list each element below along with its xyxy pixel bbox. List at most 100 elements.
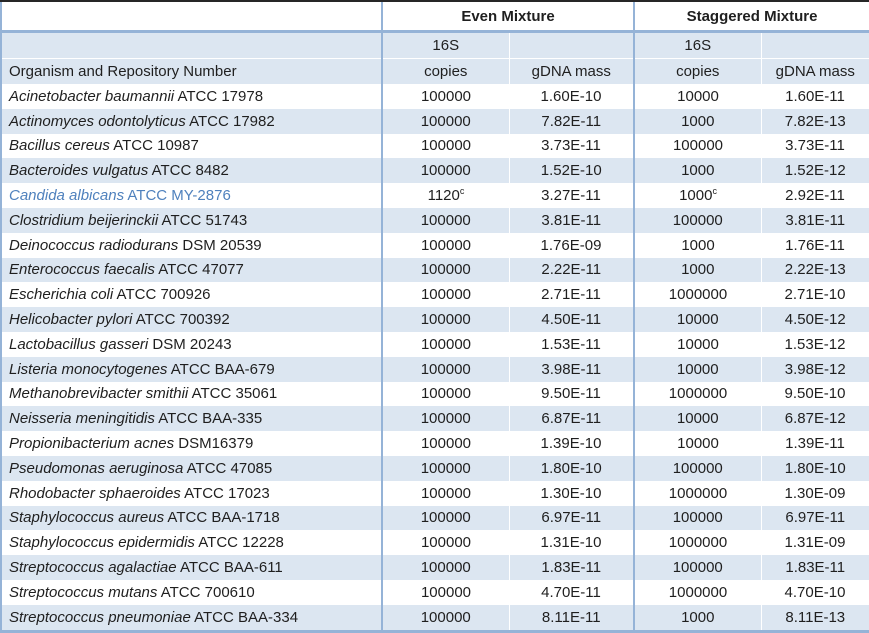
organism-cell: Actinomyces odontolyticus ATCC 17982 [1, 108, 383, 134]
staggered-gdna-mass-value: 4.70E-10 [784, 583, 846, 601]
even-16s-copies-value: 1120c [381, 183, 509, 208]
organism-cell: Candida albicans ATCC MY-2876 [1, 183, 382, 208]
organism-cell: Enterococcus faecalis ATCC 47077 [1, 257, 383, 283]
even-gdna-mass-value: 3.81E-11 [509, 207, 635, 233]
even-gdna-mass-value: 9.50E-11 [541, 385, 601, 403]
even-gdna-mass-value: 1.39E-10 [540, 435, 602, 453]
copies-number: 1000 [681, 162, 715, 180]
staggered-gdna-mass-value: 1.60E-11 [785, 87, 845, 105]
even-16s-copies-value: 100000 [381, 555, 510, 580]
even-gdna-mass-value: 7.82E-11 [509, 108, 635, 134]
repository-number: ATCC BAA-679 [167, 360, 275, 378]
copies-number: 1000000 [668, 484, 728, 502]
table-row: Acinetobacter baumannii ATCC 17978 10000… [1, 84, 869, 109]
even-16s-copies-value: 100000 [381, 530, 509, 556]
copies-number: 1000 [681, 112, 715, 130]
repository-number: ATCC BAA-335 [154, 410, 263, 428]
copies-number: 100000 [420, 484, 472, 502]
even-gdna-mass-value: 1.31E-10 [540, 534, 602, 552]
staggered-16s-copies-value: 10000 [633, 406, 762, 432]
staggered-gdna-mass-value: 9.50E-10 [784, 385, 846, 403]
copies-number: 1000 [681, 261, 715, 279]
staggered-16s-copies-value: 10000 [633, 356, 762, 382]
repository-number: ATCC 17982 [185, 112, 275, 130]
table-row: Helicobacter pylori ATCC 700392 100000 4… [1, 307, 869, 332]
repository-number: ATCC 17978 [174, 87, 264, 105]
repository-number: ATCC 700926 [113, 286, 211, 304]
even-mixture-group-header: Even Mixture [381, 0, 634, 33]
repository-number: ATCC 700610 [157, 583, 255, 601]
organism-name: Staphylococcus aureus [9, 509, 165, 527]
table-row: Lactobacillus gasseri DSM 20243 100000 1… [1, 331, 869, 357]
copies-number: 10000 [676, 410, 719, 428]
even-gdna-mass-value: 1.53E-11 [541, 335, 601, 353]
staggered-gdna-mass-label: gDNA mass [761, 58, 869, 84]
even-gdna-mass-value: 3.73E-11 [541, 137, 601, 155]
even-16s-copies-value: 100000 [381, 84, 509, 109]
staggered-mixture-group-header: Staggered Mixture [633, 0, 869, 33]
copies-number: 100000 [420, 211, 471, 229]
organism-name: Propionibacterium acnes [9, 435, 175, 453]
copies-number: 1000000 [668, 385, 728, 403]
copies-number: 100000 [420, 162, 471, 180]
copies-number: 1000 [679, 187, 713, 205]
organism-name: Neisseria meningitidis [9, 410, 155, 428]
organism-cell: Streptococcus pneumoniae ATCC BAA-334 [1, 604, 383, 632]
staggered-16s-copies-value: 1000000 [633, 530, 761, 556]
staggered-16s-copies-value: 1000c [633, 183, 761, 208]
staggered-gdna-mass-value: 2.22E-13 [761, 257, 869, 283]
table-row: Rhodobacter sphaeroides ATCC 17023 10000… [1, 480, 869, 506]
staggered-16s-copies-value: 100000 [633, 207, 762, 233]
repository-number: ATCC 35061 [188, 385, 278, 403]
copies-number: 100000 [420, 311, 471, 329]
even-gdna-mass-value: 1.30E-10 [540, 484, 602, 502]
even-gdna-mass-value: 1.52E-10 [509, 158, 635, 184]
organism-name: Bacteroides vulgatus [9, 162, 149, 180]
repository-number: ATCC 47077 [154, 261, 244, 279]
subheader-row-labels: Organism and Repository Number copies gD… [1, 58, 869, 84]
even-gdna-mass-value: 3.98E-11 [509, 356, 635, 382]
copies-number: 10000 [676, 311, 719, 329]
repository-number: DSM 20243 [148, 335, 232, 353]
even-16s-copies-value: 100000 [381, 455, 510, 481]
staggered-16s-label: 16S [633, 31, 762, 59]
organism-cell: Staphylococcus aureus ATCC BAA-1718 [1, 505, 383, 531]
staggered-gdna-spacer [761, 31, 869, 59]
staggered-gdna-mass-value: 2.71E-10 [784, 286, 846, 304]
organism-cell: Rhodobacter sphaeroides ATCC 17023 [1, 481, 382, 506]
staggered-gdna-mass-value: 1.80E-10 [761, 455, 869, 481]
staggered-gdna-mass-value: 8.11E-13 [761, 604, 869, 632]
organism-name: Pseudomonas aeruginosa [9, 459, 184, 477]
even-16s-copies-value: 100000 [381, 307, 510, 332]
organism-name: Actinomyces odontolyticus [9, 112, 186, 130]
copies-number: 100000 [672, 509, 723, 527]
corner-empty-cell [1, 0, 382, 33]
repository-number: ATCC MY-2876 [124, 187, 231, 205]
table-row: Enterococcus faecalis ATCC 47077 100000 … [1, 257, 869, 283]
organism-name: Streptococcus agalactiae [9, 559, 177, 577]
even-gdna-mass-value: 1.83E-11 [509, 555, 635, 580]
staggered-gdna-mass-value: 1.53E-12 [784, 335, 846, 353]
organism-name: Methanobrevibacter smithii [9, 385, 189, 403]
organism-name: Acinetobacter baumannii [9, 87, 175, 105]
organism-name: Listeria monocytogenes [9, 360, 168, 378]
footnote-marker: c [712, 186, 717, 197]
copies-number: 1120 [427, 187, 460, 205]
even-gdna-mass-value: 1.60E-10 [540, 87, 602, 105]
staggered-16s-copies-value: 10000 [633, 331, 761, 357]
even-gdna-mass-value: 3.27E-11 [541, 187, 601, 205]
organism-name: Streptococcus pneumoniae [9, 608, 191, 626]
footnote-marker: c [459, 186, 465, 197]
organism-cell: Acinetobacter baumannii ATCC 17978 [1, 84, 382, 109]
even-16s-copies-value: 100000 [381, 406, 510, 432]
copies-number: 100000 [420, 112, 471, 130]
staggered-16s-copies-value: 10000 [633, 431, 761, 456]
table-row: Neisseria meningitidis ATCC BAA-335 1000… [1, 406, 869, 432]
staggered-gdna-mass-value: 1.30E-09 [784, 484, 846, 502]
staggered-gdna-mass-value: 1.52E-12 [761, 158, 869, 184]
repository-number: DSM 20539 [178, 236, 262, 254]
staggered-gdna-mass-value: 7.82E-13 [761, 108, 869, 134]
staggered-16s-copies-value: 1000000 [633, 282, 761, 308]
even-16s-copies-value: 100000 [381, 232, 509, 258]
